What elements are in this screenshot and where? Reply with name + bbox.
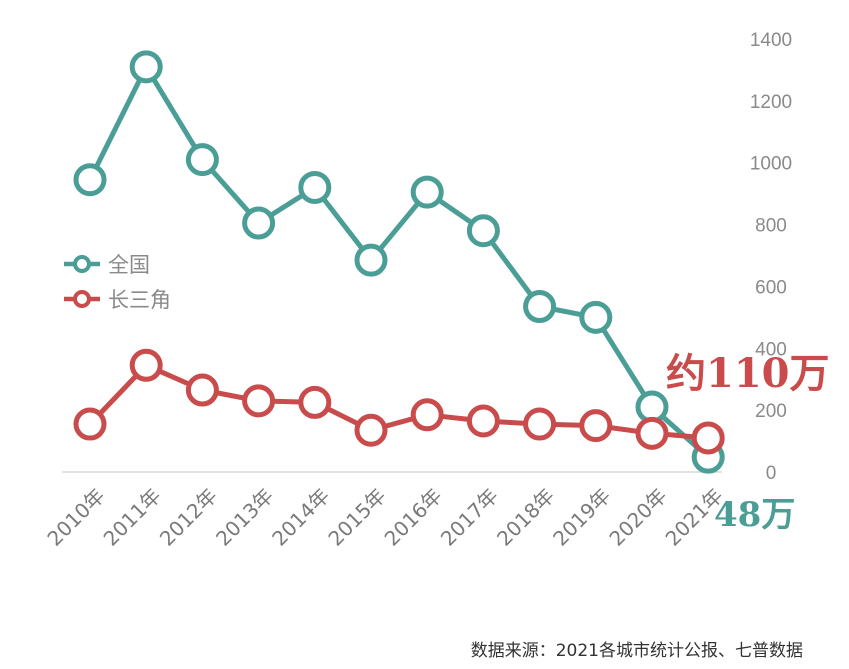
legend: 全国 长三角 [64, 253, 171, 312]
data-point-0 [579, 300, 613, 334]
data-point-0 [354, 243, 388, 277]
data-point-0 [73, 163, 107, 197]
y-tick-label: 600 [755, 277, 787, 298]
data-point-0 [185, 143, 219, 177]
data-point-0 [410, 175, 444, 209]
x-tick-label: 2014年 [267, 484, 334, 551]
series-group [73, 50, 725, 474]
data-point-1 [298, 385, 332, 419]
legend-label-national: 全国 [108, 253, 150, 277]
x-tick-label: 2019年 [548, 484, 615, 551]
series-line-0 [87, 64, 711, 460]
x-tick-label: 2012年 [155, 484, 222, 551]
data-point-1 [129, 348, 163, 382]
legend-item-national: 全国 [64, 253, 150, 277]
data-point-0 [466, 214, 500, 248]
data-point-1 [73, 407, 107, 441]
y-tick-label: 400 [755, 339, 787, 360]
data-point-1 [691, 421, 725, 455]
x-tick-label: 2016年 [380, 484, 447, 551]
x-tick-label: 2017年 [436, 484, 503, 551]
legend-marker-national [73, 255, 91, 273]
y-axis-ticks: 0 200 400 600 800 1000 1200 1400 [750, 30, 792, 484]
series-line-1 [87, 362, 711, 441]
y-tick-label: 800 [755, 216, 787, 237]
data-point-0 [523, 290, 557, 324]
legend-marker-yangtze [73, 290, 91, 308]
x-tick-label: 2018年 [492, 484, 559, 551]
legend-item-yangtze: 长三角 [64, 288, 171, 312]
data-point-0 [242, 206, 276, 240]
legend-label-yangtze: 长三角 [108, 288, 171, 312]
x-axis-ticks: 2010年2011年2012年2013年2014年2015年2016年2017年… [42, 484, 727, 551]
data-point-1 [466, 404, 500, 438]
y-tick-label: 1200 [750, 92, 792, 113]
y-tick-label: 1000 [750, 154, 792, 175]
x-tick-label: 2020年 [604, 484, 671, 551]
data-point-1 [185, 373, 219, 407]
y-tick-label: 0 [766, 463, 777, 484]
data-point-1 [523, 407, 557, 441]
x-tick-label: 2011年 [99, 484, 166, 551]
data-point-1 [579, 409, 613, 443]
callout-national-48: 48万 [714, 495, 795, 535]
data-point-1 [635, 416, 669, 450]
data-point-0 [129, 50, 163, 84]
source-note: 数据来源：2021各城市统计公报、七普数据 [471, 641, 803, 661]
y-tick-label: 200 [755, 401, 787, 422]
x-tick-label: 2013年 [211, 484, 278, 551]
data-point-1 [410, 398, 444, 432]
data-point-1 [242, 384, 276, 418]
data-point-1 [354, 413, 388, 447]
data-point-0 [298, 170, 332, 204]
x-tick-label: 2010年 [42, 484, 109, 551]
x-tick-label: 2015年 [323, 484, 390, 551]
callout-yangtze-110: 约110万 [666, 350, 830, 397]
y-tick-label: 1400 [750, 30, 792, 51]
